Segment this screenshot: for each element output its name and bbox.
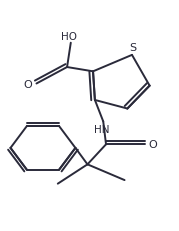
Text: HO: HO <box>61 32 77 42</box>
Text: O: O <box>148 139 157 149</box>
Text: HN: HN <box>94 124 109 134</box>
Text: S: S <box>129 43 136 53</box>
Text: O: O <box>24 80 32 90</box>
